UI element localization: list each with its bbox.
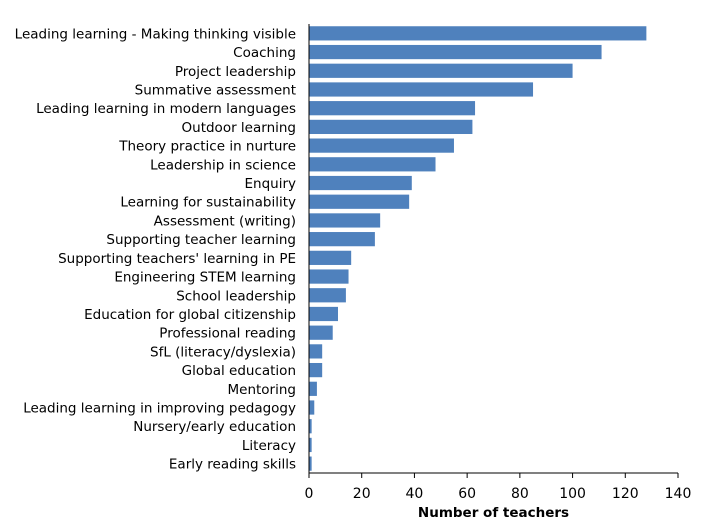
category-label: Assessment (writing)	[154, 213, 296, 229]
bar	[309, 419, 312, 434]
x-tick-label: 80	[511, 486, 529, 502]
category-label: Enquiry	[244, 176, 296, 192]
category-label: Supporting teachers' learning in PE	[58, 251, 296, 267]
category-label: Outdoor learning	[182, 120, 296, 136]
bar	[309, 437, 312, 453]
bar	[309, 269, 349, 284]
category-label: Professional reading	[159, 326, 296, 342]
category-label: Education for global citizenship	[84, 307, 296, 323]
category-label: Leadership in science	[150, 157, 296, 173]
bar	[309, 344, 323, 359]
category-label: Leading learning in improving pedagogy	[23, 401, 296, 417]
bar	[309, 26, 647, 41]
category-label: Early reading skills	[169, 457, 296, 473]
x-axis-title: Number of teachers	[418, 505, 569, 521]
category-label: Leading learning in modern languages	[36, 101, 296, 117]
bar	[309, 82, 534, 97]
category-label: Global education	[182, 363, 296, 379]
x-tick-label: 120	[612, 486, 639, 502]
category-label: Supporting teacher learning	[106, 232, 296, 248]
category-label: Summative assessment	[135, 82, 296, 98]
bar	[309, 194, 410, 209]
bar	[309, 101, 476, 116]
bar	[309, 213, 381, 228]
category-label: Coaching	[233, 45, 296, 61]
x-tick-label: 40	[406, 486, 424, 502]
x-tick-label: 140	[665, 486, 692, 502]
bar	[309, 157, 436, 172]
x-ticks-group: 0 20 40 60 80 100 120 140	[305, 473, 692, 502]
bar	[309, 63, 573, 78]
bar	[309, 325, 333, 340]
category-label: Project leadership	[175, 64, 296, 80]
bar	[309, 362, 323, 378]
bar	[309, 456, 312, 471]
bar	[309, 250, 352, 265]
category-labels-group: Leading learning - Making thinking visib…	[15, 26, 296, 472]
category-label: Theory practice in nurture	[118, 139, 296, 155]
category-label: SfL (literacy/dyslexia)	[150, 344, 296, 360]
category-label: School leadership	[176, 288, 296, 304]
bar	[309, 119, 473, 135]
bar	[309, 306, 338, 322]
x-tick-label: 20	[353, 486, 371, 502]
category-label: Learning for sustainability	[120, 195, 296, 211]
bar	[309, 175, 412, 191]
category-label: Nursery/early education	[133, 419, 296, 435]
x-tick-label: 0	[305, 486, 314, 502]
bar	[309, 138, 454, 153]
bar	[309, 44, 602, 60]
bar	[309, 400, 315, 415]
bars-group	[309, 26, 647, 471]
x-tick-label: 60	[458, 486, 476, 502]
category-label: Leading learning - Making thinking visib…	[15, 26, 296, 42]
bar	[309, 232, 375, 247]
x-tick-label: 100	[559, 486, 586, 502]
bar	[309, 288, 346, 303]
category-label: Engineering STEM learning	[114, 270, 296, 286]
category-label: Literacy	[242, 438, 296, 454]
bar	[309, 381, 317, 396]
category-label: Mentoring	[228, 382, 297, 398]
